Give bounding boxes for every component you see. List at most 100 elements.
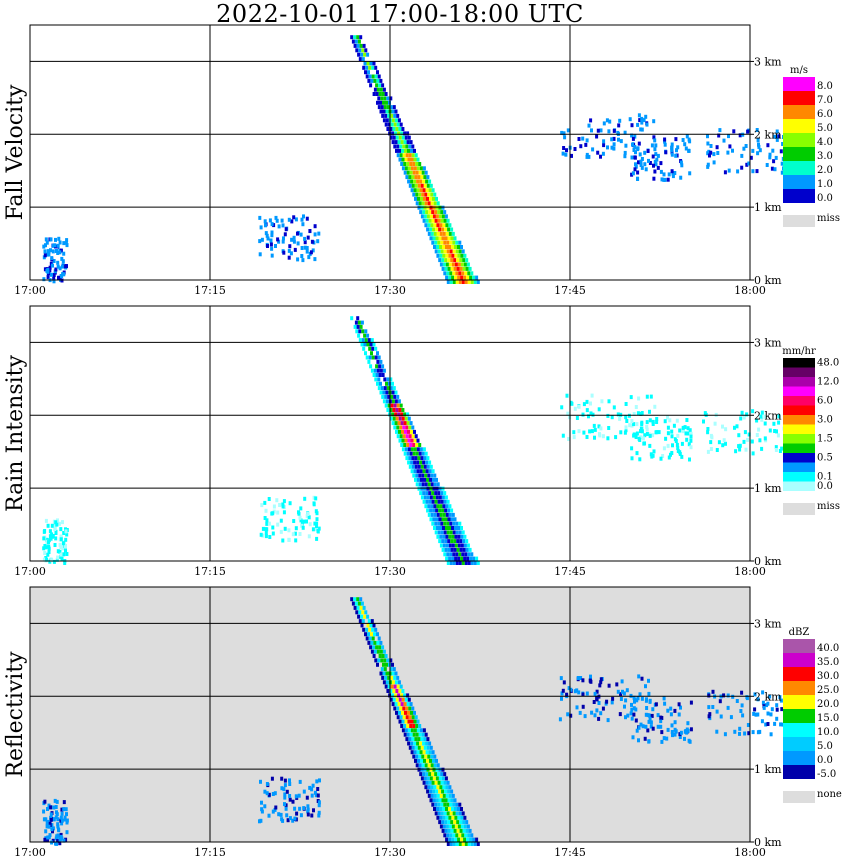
echo-cell bbox=[671, 171, 675, 176]
echo-cell bbox=[448, 815, 452, 820]
echo-cell bbox=[428, 741, 432, 746]
echo-cell bbox=[279, 518, 283, 523]
x-tick-label: 17:30 bbox=[374, 284, 406, 297]
echo-cell bbox=[652, 119, 656, 124]
echo-cell bbox=[45, 820, 49, 825]
echo-cell bbox=[55, 557, 59, 562]
echo-cell bbox=[560, 696, 563, 701]
echo-cell bbox=[457, 253, 461, 258]
echo-cell bbox=[469, 275, 473, 280]
echo-cell bbox=[442, 807, 445, 811]
echo-cell bbox=[274, 244, 277, 248]
echo-cell bbox=[423, 477, 426, 482]
x-tick-label: 17:45 bbox=[554, 284, 586, 297]
echo-cell bbox=[300, 246, 304, 250]
echo-cell bbox=[448, 807, 451, 811]
echo-cell bbox=[318, 778, 321, 783]
plot-frame bbox=[29, 305, 751, 562]
echo-cell bbox=[378, 654, 382, 658]
echo-cell bbox=[444, 495, 448, 500]
echo-cell bbox=[46, 552, 50, 557]
echo-cell bbox=[749, 155, 753, 160]
echo-cell bbox=[738, 443, 742, 448]
echo-cell bbox=[425, 499, 429, 504]
echo-cell bbox=[738, 731, 741, 736]
echo-cell bbox=[309, 250, 313, 255]
echo-cell bbox=[384, 122, 388, 127]
echo-cell bbox=[381, 83, 385, 88]
echo-cell bbox=[357, 52, 361, 57]
echo-cell bbox=[265, 518, 269, 523]
echo-cell bbox=[418, 201, 422, 206]
echo-cell bbox=[777, 414, 781, 419]
echo-cell bbox=[416, 166, 420, 171]
echo-cell bbox=[664, 436, 668, 441]
echo-cell bbox=[450, 508, 454, 513]
echo-cell bbox=[624, 425, 628, 430]
echo-cell bbox=[58, 837, 62, 842]
echo-cell bbox=[429, 486, 433, 491]
echo-cell bbox=[460, 534, 464, 539]
echo-cell bbox=[258, 215, 262, 220]
echo-cell bbox=[410, 741, 414, 746]
echo-cell bbox=[423, 196, 426, 201]
echo-cell bbox=[461, 842, 465, 846]
echo-cell bbox=[731, 694, 735, 699]
echo-cell bbox=[414, 715, 418, 720]
echo-cell bbox=[670, 152, 674, 157]
echo-cell bbox=[379, 78, 383, 83]
echo-cell bbox=[285, 813, 289, 818]
echo-cell bbox=[452, 249, 456, 254]
echo-cell bbox=[281, 223, 285, 228]
echo-cell bbox=[428, 750, 432, 755]
echo-cell bbox=[450, 828, 454, 833]
echo-cell bbox=[413, 179, 417, 184]
echo-cell bbox=[51, 263, 54, 268]
echo-cell bbox=[397, 140, 401, 145]
echo-cell bbox=[645, 432, 649, 436]
echo-cell bbox=[643, 736, 647, 741]
echo-cell bbox=[417, 758, 420, 763]
echo-cell bbox=[44, 518, 48, 523]
echo-cell bbox=[443, 249, 447, 254]
echo-cell bbox=[431, 210, 435, 215]
echo-cell bbox=[297, 793, 301, 798]
echo-cell bbox=[638, 457, 642, 462]
echo-cell bbox=[674, 137, 678, 142]
echo-cell bbox=[448, 543, 452, 548]
echo-cell bbox=[760, 446, 764, 451]
echo-cell bbox=[370, 368, 374, 373]
echo-cell bbox=[400, 162, 404, 166]
echo-cell bbox=[415, 443, 419, 447]
echo-cell bbox=[412, 473, 416, 478]
echo-cell bbox=[427, 473, 431, 478]
echo-cell bbox=[317, 810, 321, 815]
echo-cell bbox=[377, 377, 381, 382]
echo-cell bbox=[424, 763, 428, 768]
echo-cell bbox=[427, 223, 431, 228]
echo-cell bbox=[438, 517, 442, 522]
echo-cell bbox=[638, 152, 642, 157]
echo-cell bbox=[456, 266, 460, 271]
echo-cell bbox=[60, 264, 64, 269]
echo-cell bbox=[446, 561, 450, 565]
echo-cell bbox=[263, 500, 267, 505]
echo-cell bbox=[406, 170, 410, 175]
echo-cell bbox=[630, 133, 634, 138]
echo-cell bbox=[418, 443, 422, 447]
echo-cell bbox=[460, 253, 464, 258]
echo-cell bbox=[422, 772, 426, 777]
echo-cell bbox=[64, 537, 68, 542]
echo-cell bbox=[434, 249, 438, 254]
echo-cell bbox=[671, 443, 674, 448]
echo-cell bbox=[566, 712, 570, 717]
echo-cell bbox=[647, 691, 651, 696]
echo-cell bbox=[282, 236, 285, 241]
echo-cell bbox=[423, 758, 426, 763]
echo-cell bbox=[634, 164, 638, 169]
echo-cell bbox=[652, 163, 655, 168]
echo-cell bbox=[637, 396, 641, 401]
echo-cell bbox=[773, 429, 777, 433]
echo-cell bbox=[679, 705, 682, 710]
echo-cell bbox=[442, 253, 446, 258]
